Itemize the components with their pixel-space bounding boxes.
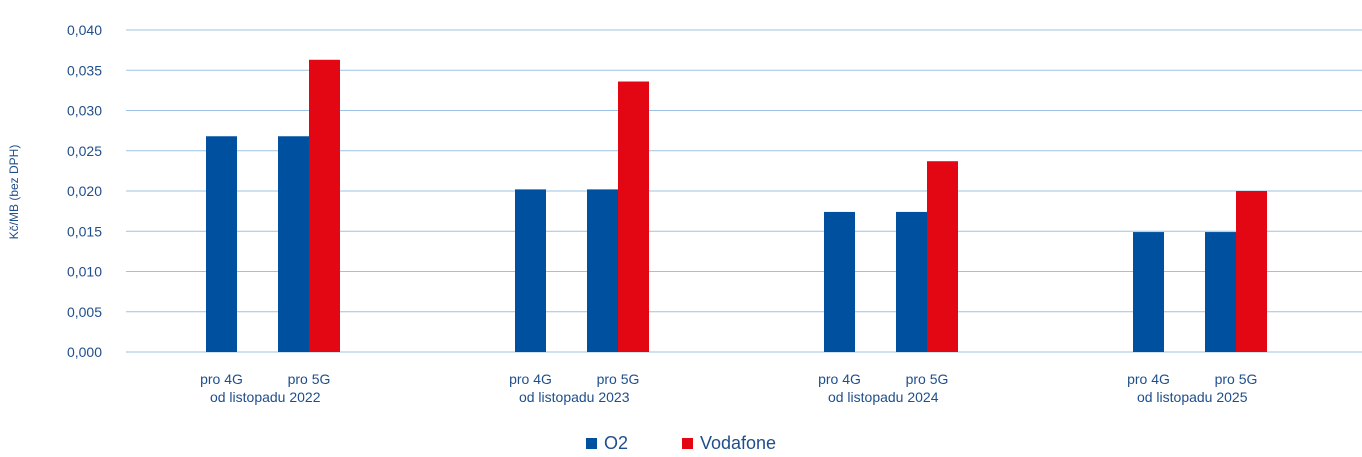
x-sublabel: pro 5G	[288, 371, 331, 387]
x-group-label: od listopadu 2025	[1137, 389, 1248, 405]
y-axis-ticks: 0,000 0,005 0,010 0,015 0,020 0,025 0,030 0,035…	[67, 22, 102, 360]
x-group-label: od listopadu 2024	[828, 389, 939, 405]
y-tick-label: 0,015	[67, 223, 102, 239]
x-sublabel: pro 5G	[597, 371, 640, 387]
x-group-label: od listopadu 2022	[210, 389, 321, 405]
bar-o2	[278, 136, 309, 352]
x-sublabel: pro 5G	[1215, 371, 1258, 387]
bar-vodafone	[1236, 191, 1267, 352]
y-tick-label: 0,040	[67, 22, 102, 38]
x-sublabel: pro 4G	[509, 371, 552, 387]
y-axis-label: Kč/MB (bez DPH)	[7, 145, 21, 240]
x-sublabel: pro 4G	[1127, 371, 1170, 387]
bar-o2	[587, 189, 618, 352]
y-tick-label: 0,005	[67, 304, 102, 320]
y-tick-label: 0,025	[67, 143, 102, 159]
bar-o2	[1205, 232, 1236, 352]
legend-label: O2	[603, 432, 628, 453]
legend-item: Vodafone	[681, 432, 777, 454]
y-tick-label: 0,010	[67, 264, 102, 280]
legend-label: Vodafone	[699, 432, 777, 453]
y-tick-label: 0,035	[67, 62, 102, 78]
x-sublabel: pro 4G	[818, 371, 861, 387]
bar-o2	[824, 211, 855, 352]
legend-swatch	[681, 437, 693, 449]
bar-chart: 0,000 0,005 0,010 0,015 0,020 0,025 0,030 0,035…	[7, 22, 1362, 405]
bar-vodafone	[927, 161, 958, 352]
legend: O2 Vodafone	[0, 432, 1362, 454]
x-group-label: od listopadu 2023	[519, 389, 630, 405]
legend-swatch	[585, 437, 597, 449]
legend-item: O2	[585, 432, 628, 454]
bar-vodafone	[618, 81, 649, 353]
y-tick-label: 0,000	[67, 344, 102, 360]
bar-o2	[206, 136, 237, 352]
x-sublabel: pro 4G	[200, 371, 243, 387]
x-sublabel: pro 5G	[906, 371, 949, 387]
bar-o2	[896, 211, 927, 352]
x-axis-labels: pro 4G pro 5G od listopadu 2022 pro 4G pro 5…	[200, 371, 1257, 405]
bars	[206, 59, 1267, 353]
bar-o2	[515, 189, 546, 352]
y-tick-label: 0,020	[67, 183, 102, 199]
bar-vodafone	[309, 59, 340, 352]
bar-o2	[1133, 232, 1164, 352]
y-tick-label: 0,030	[67, 103, 102, 119]
